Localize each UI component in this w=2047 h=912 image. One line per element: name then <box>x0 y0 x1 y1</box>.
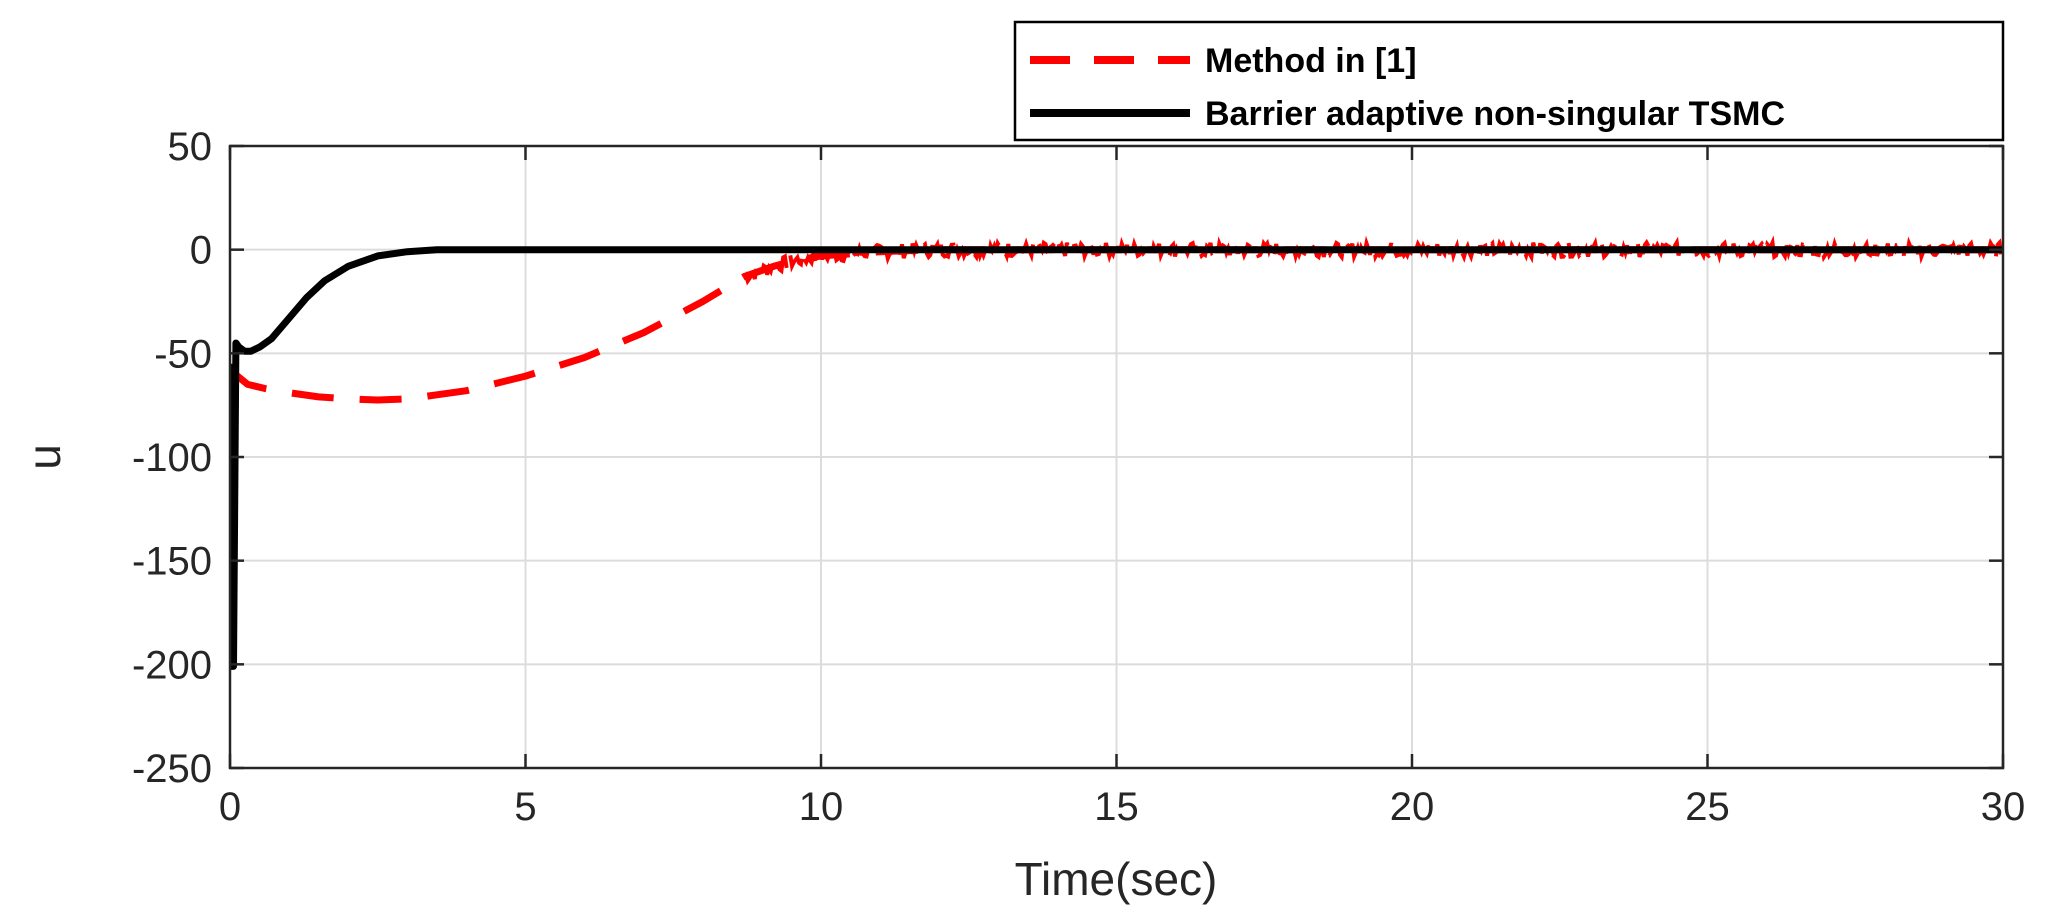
legend: Method in [1] Barrier adaptive non-singu… <box>1013 20 2005 142</box>
legend-label-method-in-1: Method in [1] <box>1205 42 1417 80</box>
y-tick-label: 50 <box>168 125 213 169</box>
y-tick-label: 0 <box>190 229 212 273</box>
y-tick-label: -50 <box>154 332 212 376</box>
x-tick-label: 20 <box>1390 785 1435 829</box>
legend-label-barrier-tsmc: Barrier adaptive non-singular TSMC <box>1205 95 1785 133</box>
y-tick-label: -100 <box>132 436 212 480</box>
plot-area <box>230 235 2003 670</box>
x-axis-label: Time(sec) <box>1015 853 1218 905</box>
x-tick-label: 25 <box>1685 785 1730 829</box>
x-tick-label: 30 <box>1981 785 2026 829</box>
x-tick-label: 0 <box>219 785 241 829</box>
x-tick-label: 10 <box>799 785 844 829</box>
x-tick-label: 15 <box>1094 785 1139 829</box>
series-layer <box>230 235 2003 670</box>
y-tick-label: -200 <box>132 643 212 687</box>
y-tick-label: -150 <box>132 540 212 584</box>
y-tick-label: -250 <box>132 747 212 791</box>
x-tick-label: 5 <box>514 785 536 829</box>
series-line-barrier-tsmc <box>230 246 2003 670</box>
ticks: 0 5 10 15 20 25 30 50 0 -50 -100 -150 -200 -250 <box>132 125 2025 829</box>
legend-box <box>1013 20 2005 142</box>
y-axis-label: u <box>18 444 70 470</box>
